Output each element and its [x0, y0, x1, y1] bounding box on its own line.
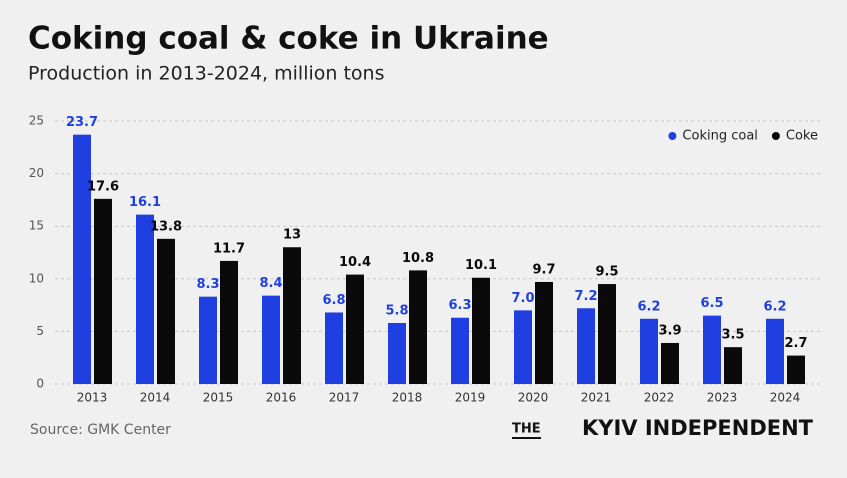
- x-tick-label: 2013: [77, 391, 108, 405]
- bar: [451, 317, 469, 384]
- value-label: 6.2: [637, 299, 660, 314]
- bar: [703, 315, 721, 384]
- value-label: 5.8: [385, 303, 408, 318]
- bar: [157, 238, 175, 384]
- value-label: 13.8: [150, 219, 182, 234]
- value-label: 11.7: [213, 241, 245, 256]
- x-tick-label: 2021: [581, 391, 612, 405]
- value-label: 13: [283, 228, 301, 243]
- logo-prefix: THE: [512, 422, 541, 437]
- bar: [199, 296, 217, 384]
- bar: [535, 281, 553, 384]
- value-label: 10.4: [339, 255, 371, 270]
- y-tick-label: 0: [36, 377, 44, 391]
- y-tick-label: 5: [36, 324, 44, 338]
- bar: [766, 318, 784, 384]
- legend-marker: [771, 132, 780, 140]
- x-tick-label: 2014: [140, 391, 171, 405]
- legend-label: Coking coal: [682, 129, 757, 144]
- bar: [283, 247, 301, 384]
- value-label: 7.0: [511, 291, 534, 306]
- x-tick-label: 2017: [329, 391, 360, 405]
- chart-title: Coking coal & coke in Ukraine: [28, 21, 549, 57]
- bar: [640, 318, 658, 384]
- bar: [94, 198, 112, 384]
- bar: [73, 134, 91, 384]
- x-tick-label: 2022: [644, 391, 675, 405]
- bar: [787, 355, 805, 384]
- x-tick-label: 2023: [707, 391, 738, 405]
- bar: [514, 310, 532, 384]
- y-tick-label: 20: [29, 166, 44, 180]
- x-tick-label: 2024: [770, 391, 801, 405]
- value-label: 8.4: [259, 276, 282, 291]
- bar: [220, 260, 238, 384]
- y-tick-label: 10: [29, 271, 44, 285]
- logo-name: KYIV INDEPENDENT: [582, 416, 814, 440]
- value-label: 6.3: [448, 298, 471, 313]
- x-tick-label: 2018: [392, 391, 423, 405]
- value-label: 6.8: [322, 293, 345, 308]
- bar: [409, 270, 427, 384]
- bar: [661, 342, 679, 384]
- bar: [346, 274, 364, 384]
- bar: [388, 322, 406, 384]
- value-label: 9.5: [595, 265, 618, 280]
- x-tick-label: 2015: [203, 391, 234, 405]
- value-label: 9.7: [532, 262, 555, 277]
- x-tick-label: 2016: [266, 391, 297, 405]
- legend-marker: [668, 132, 677, 140]
- bar: [325, 312, 343, 384]
- bar: [472, 277, 490, 384]
- bar: [598, 284, 616, 384]
- bar: [577, 308, 595, 384]
- value-label: 3.5: [721, 328, 744, 343]
- x-tick-label: 2019: [455, 391, 486, 405]
- bar: [262, 295, 280, 384]
- value-label: 6.2: [763, 299, 786, 314]
- source: Source: GMK Center: [30, 422, 171, 438]
- value-label: 8.3: [196, 277, 219, 292]
- value-label: 7.2: [574, 289, 597, 304]
- value-label: 2.7: [784, 336, 807, 351]
- value-label: 16.1: [129, 195, 161, 210]
- bar: [724, 347, 742, 384]
- value-label: 17.6: [87, 179, 119, 194]
- legend-label: Coke: [786, 129, 818, 144]
- y-tick-label: 25: [29, 114, 44, 128]
- value-label: 6.5: [700, 296, 723, 311]
- value-label: 23.7: [66, 115, 98, 130]
- value-label: 10.1: [465, 258, 497, 273]
- value-label: 10.8: [402, 251, 434, 266]
- chart-subtitle: Production in 2013-2024, million tons: [28, 63, 384, 85]
- value-label: 3.9: [658, 323, 681, 338]
- y-tick-label: 15: [29, 219, 44, 233]
- bar: [136, 214, 154, 384]
- x-tick-label: 2020: [518, 391, 549, 405]
